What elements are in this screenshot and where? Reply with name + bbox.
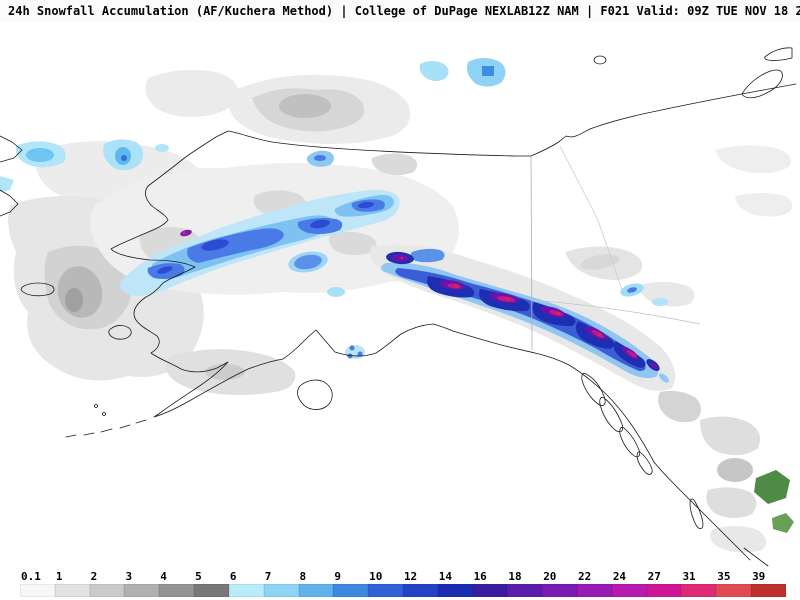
legend-bin: 7 bbox=[263, 570, 299, 597]
legend-bin-label: 8 bbox=[299, 570, 307, 583]
legend-bin-swatch bbox=[368, 584, 403, 597]
legend-bin-swatch bbox=[437, 584, 473, 597]
coast-kodiak-island bbox=[297, 379, 333, 410]
legend-bin-swatch bbox=[89, 584, 125, 597]
legend-bin-swatch bbox=[298, 584, 334, 597]
legend-bin-label: 16 bbox=[473, 570, 487, 583]
legend-bin: 18 bbox=[507, 570, 543, 597]
coast-north bbox=[147, 83, 797, 187]
legend-bin-swatch bbox=[159, 584, 195, 597]
legend-bin-swatch bbox=[577, 584, 612, 597]
legend-bin: 0.1 bbox=[20, 571, 55, 597]
legend-bin-label: 22 bbox=[578, 570, 592, 583]
legend-bin: 9 bbox=[333, 570, 369, 597]
coast-st-lawrence-island bbox=[20, 282, 55, 297]
legend-bin: 31 bbox=[681, 570, 717, 597]
coast-nunivak-island bbox=[108, 325, 132, 340]
legend-bin-label: 1 bbox=[55, 570, 63, 583]
legend-bin-swatch bbox=[20, 584, 55, 597]
legend-bin: 5 bbox=[194, 571, 229, 597]
title-bar: 24h Snowfall Accumulation (AF/Kuchera Me… bbox=[0, 0, 800, 22]
legend-bin-label: 14 bbox=[438, 570, 452, 583]
coast-panhandle-islands bbox=[581, 372, 653, 475]
coast-vancouver-island bbox=[743, 547, 769, 567]
legend-bin-swatch bbox=[333, 584, 369, 597]
legend-bin: 20 bbox=[542, 571, 577, 597]
legend-bin-label: 12 bbox=[403, 570, 418, 583]
coastlines bbox=[0, 47, 797, 567]
color-scale-legend: 0.1 1 2 3 4 5 6 7 8 9 10 12 14 16 18 20 22 24 27 31 35 39 bbox=[20, 571, 786, 597]
legend-bins: 0.1 1 2 3 4 5 6 7 8 9 10 12 14 16 18 20 22 24 27 31 35 39 bbox=[20, 571, 786, 597]
coast-pribilof-island bbox=[94, 404, 98, 408]
legend-bin: 6 bbox=[228, 570, 264, 597]
coast-small-island-north bbox=[593, 55, 607, 65]
coast-aleutian-islands bbox=[65, 419, 147, 438]
legend-bin: 27 bbox=[646, 570, 682, 597]
legend-bin-label: 24 bbox=[612, 570, 627, 583]
legend-bin-label: 4 bbox=[160, 570, 167, 583]
legend-bin: 14 bbox=[437, 570, 473, 597]
map-area bbox=[0, 22, 800, 568]
legend-bin-label: 6 bbox=[229, 570, 237, 583]
legend-bin: 39 bbox=[751, 571, 786, 597]
legend-bin-swatch bbox=[507, 584, 543, 597]
legend-bin-label: 7 bbox=[264, 570, 272, 583]
snow-shading-heavy bbox=[381, 251, 669, 383]
legend-bin-label: 5 bbox=[195, 570, 202, 583]
legend-bin-label: 2 bbox=[90, 570, 98, 583]
legend-bin: 2 bbox=[89, 570, 125, 597]
legend-bin-swatch bbox=[646, 584, 682, 597]
legend-bin-swatch bbox=[194, 584, 229, 597]
legend-bin-swatch bbox=[681, 584, 717, 597]
coast-arctic-islands bbox=[741, 47, 793, 99]
legend-bin-swatch bbox=[54, 584, 90, 597]
legend-bin-label: 0.1 bbox=[21, 570, 41, 583]
map-title: 24h Snowfall Accumulation (AF/Kuchera Me… bbox=[8, 4, 529, 18]
legend-bin-swatch bbox=[263, 584, 299, 597]
legend-bin-label: 27 bbox=[647, 570, 661, 583]
coast-pribilof-island-2 bbox=[102, 412, 106, 416]
legend-bin-swatch bbox=[716, 584, 752, 597]
political-borders bbox=[530, 145, 701, 351]
legend-bin: 35 bbox=[716, 570, 752, 597]
legend-bin: 4 bbox=[159, 570, 195, 597]
legend-bin-label: 18 bbox=[508, 570, 522, 583]
legend-bin-swatch bbox=[402, 584, 438, 597]
legend-bin-swatch bbox=[472, 584, 508, 597]
terrain-green-patches bbox=[754, 470, 794, 533]
legend-bin-swatch bbox=[124, 584, 160, 597]
legend-bin: 8 bbox=[298, 570, 334, 597]
legend-bin: 1 bbox=[54, 570, 90, 597]
legend-bin-label: 20 bbox=[543, 570, 557, 583]
legend-bin-swatch bbox=[751, 584, 786, 597]
coast-west-south bbox=[110, 185, 751, 561]
coast-russia-fragments bbox=[0, 135, 23, 217]
coast-haida-gwaii bbox=[689, 498, 704, 530]
legend-bin-label: 31 bbox=[682, 570, 696, 583]
legend-bin-label: 9 bbox=[334, 570, 341, 583]
model-run-info: 12Z NAM | F021 Valid: 09Z TUE NOV 18 202… bbox=[528, 4, 800, 18]
legend-bin-swatch bbox=[542, 584, 577, 597]
legend-bin: 10 bbox=[368, 571, 403, 597]
legend-bin-label: 35 bbox=[717, 570, 731, 583]
legend-bin: 16 bbox=[472, 570, 508, 597]
snowfall-map bbox=[0, 47, 797, 567]
legend-bin-swatch bbox=[228, 584, 264, 597]
legend-bin-label: 10 bbox=[369, 570, 383, 583]
legend-bin: 22 bbox=[577, 571, 612, 597]
legend-bin: 12 bbox=[402, 570, 438, 597]
legend-bin-label: 3 bbox=[125, 570, 133, 583]
legend-bin-swatch bbox=[611, 584, 647, 597]
legend-bin: 24 bbox=[611, 570, 647, 597]
legend-bin: 3 bbox=[124, 570, 160, 597]
legend-bin-label: 39 bbox=[752, 570, 766, 583]
